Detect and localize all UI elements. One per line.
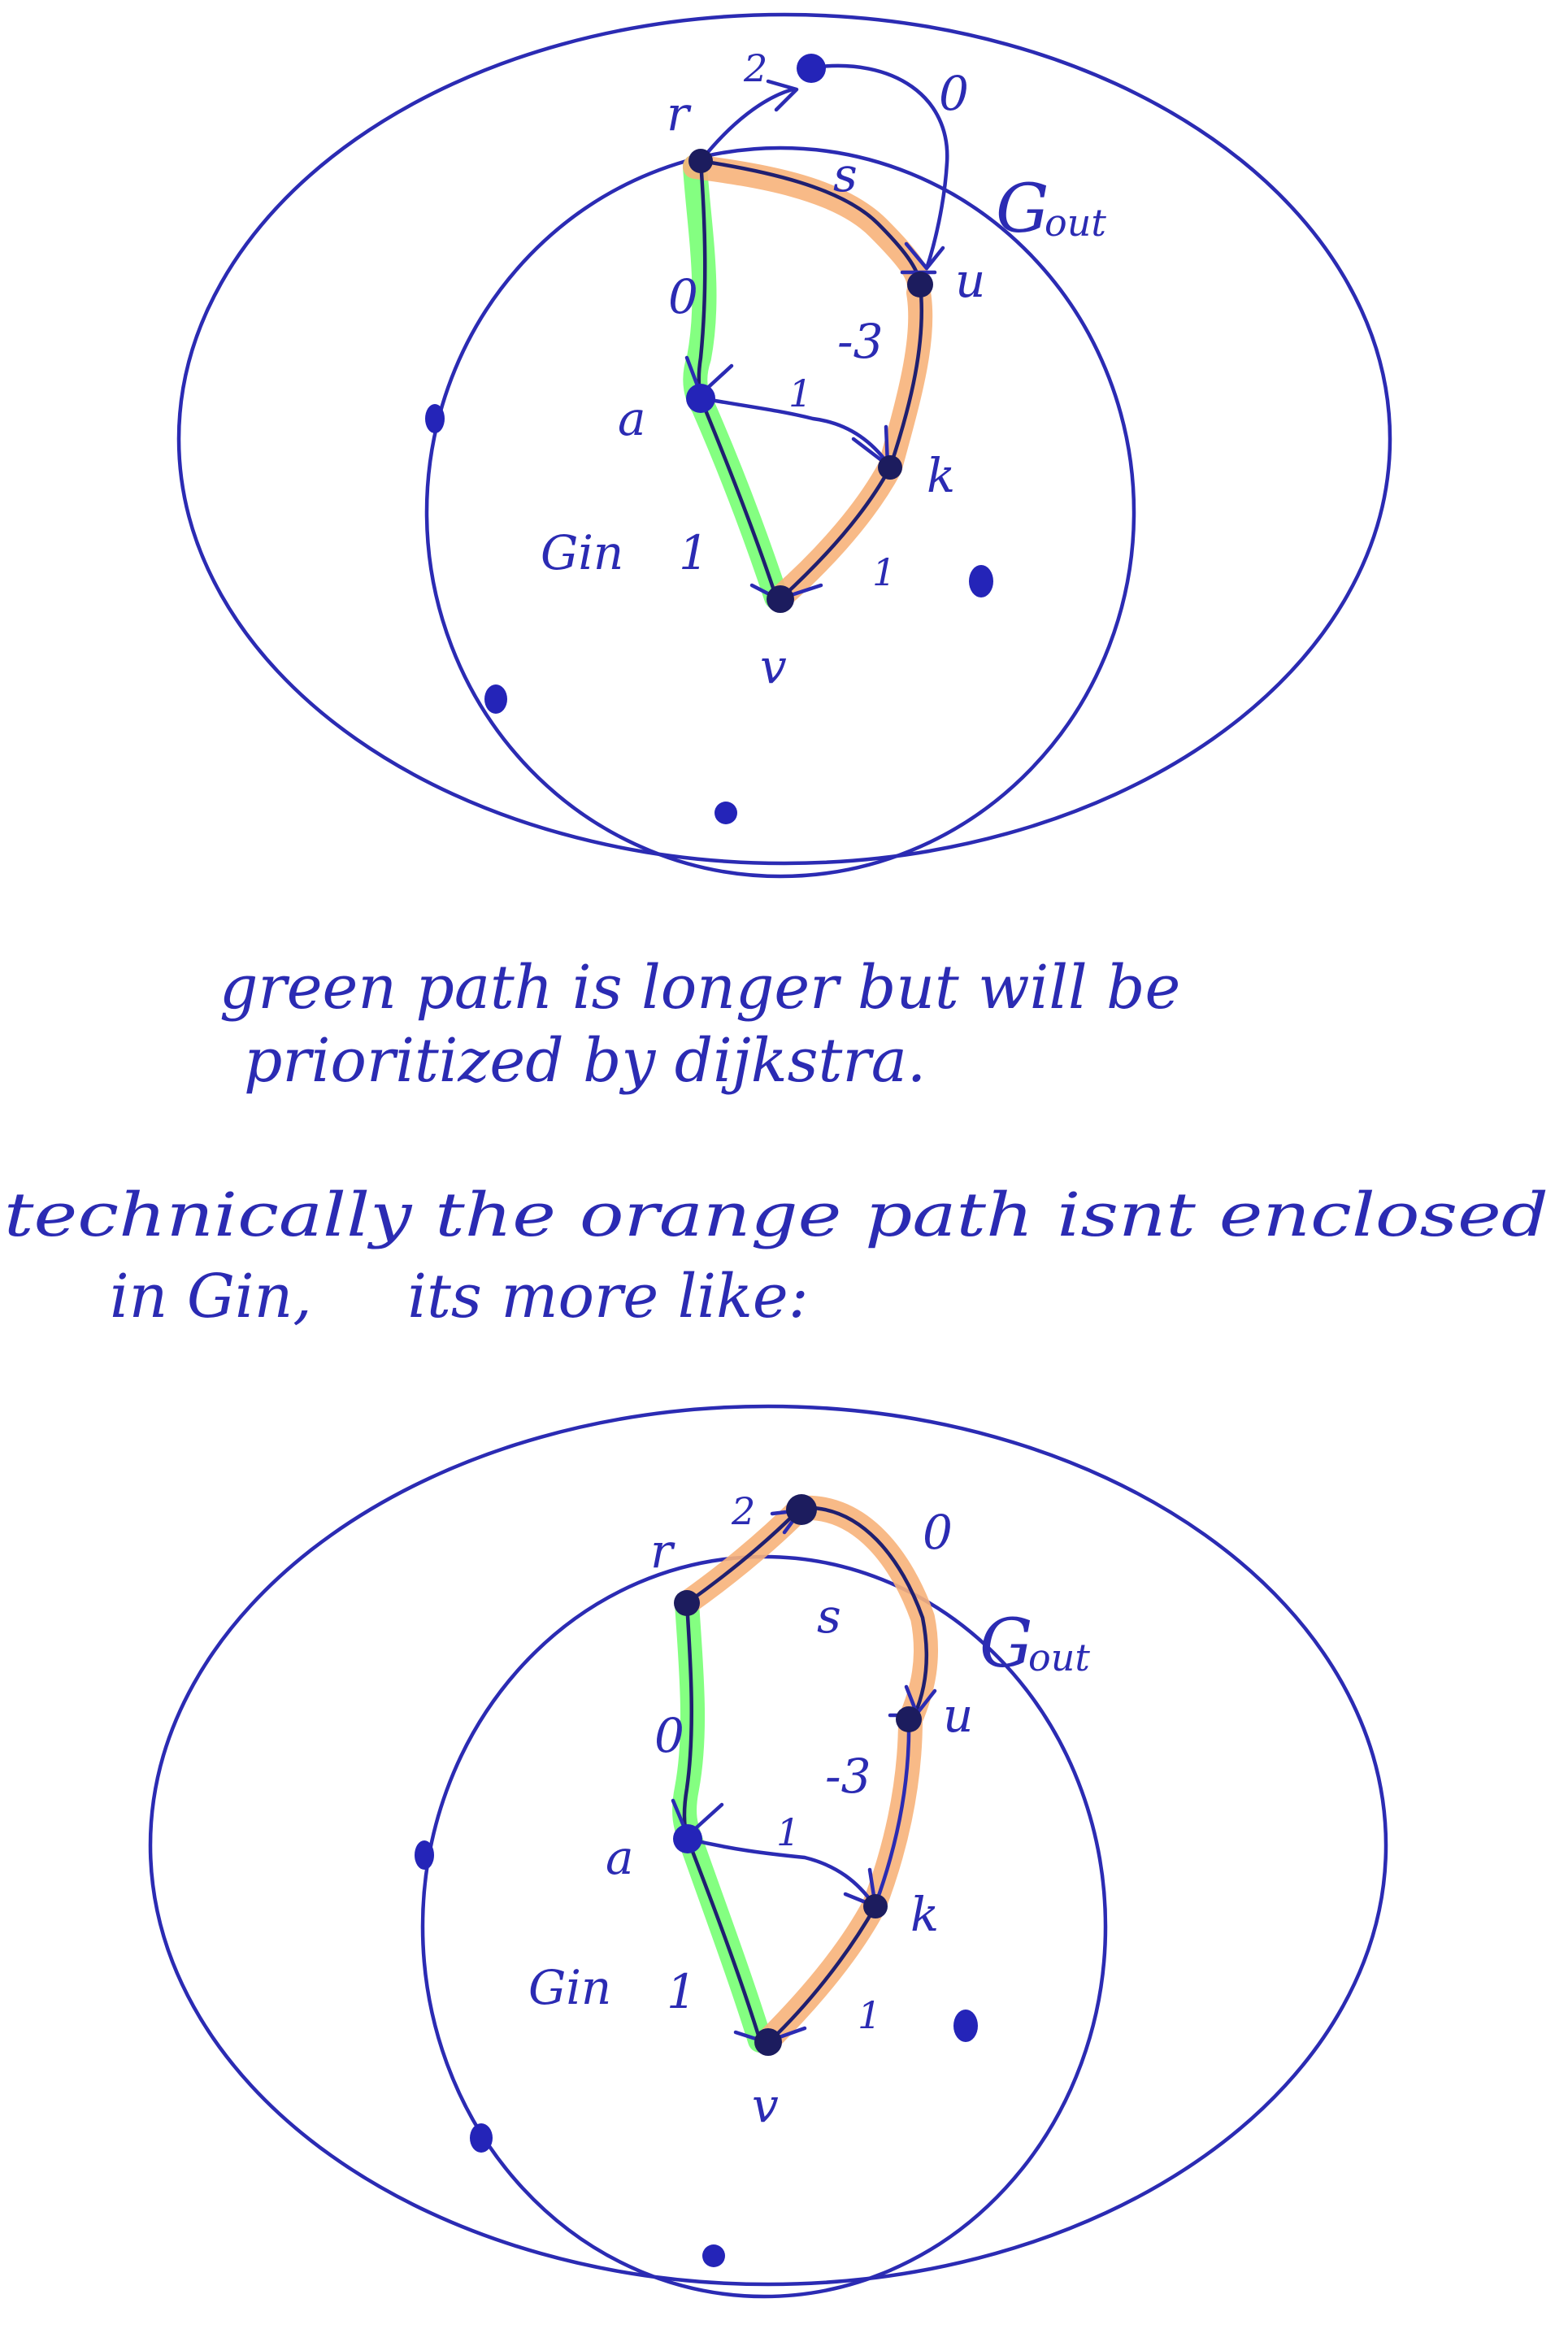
weight-u-to-k-2: -3: [825, 1749, 871, 1804]
label-gout: G: [996, 171, 1049, 248]
label-k-2: k: [910, 1887, 939, 1942]
node-u: [907, 272, 933, 298]
weight-r-to-a-2: 0: [654, 1708, 684, 1763]
label-v: v: [760, 639, 787, 694]
weight-k-to-v-2: 1: [858, 1993, 881, 2037]
handwritten-notes: green path is longer but will be priorit…: [4, 953, 1548, 1332]
edge-r-to-a-2: [682, 1601, 694, 1841]
weight-a-to-v: 1: [679, 525, 709, 580]
label-r: r: [667, 86, 692, 141]
edge-top-to-u-2: [798, 1506, 928, 1718]
node-u-2: [896, 1706, 922, 1732]
edge-a-to-v-2: [685, 1836, 762, 2043]
node-bottom: [715, 802, 737, 824]
note-line-1: green path is longer but will be: [219, 953, 1180, 1023]
node-lower-left: [484, 684, 507, 714]
edge-k-to-v: [780, 465, 893, 600]
weight-r-to-a: 0: [668, 269, 698, 324]
arrowhead-r-to-top: [766, 79, 799, 112]
label-s-2: s: [817, 1588, 841, 1644]
label-v-2: v: [752, 2078, 779, 2133]
label-r-2: r: [650, 1523, 675, 1579]
weight-r-to-top: 2: [743, 46, 767, 90]
note-line-2: prioritized by dijkstra.: [244, 1026, 926, 1096]
label-u-2: u: [943, 1688, 973, 1743]
node-a: [686, 384, 715, 413]
node-top-2: [786, 1494, 817, 1525]
diagram-1: r s u a k v 2 0 0 -3 1 1 1 Gin G out: [176, 12, 1392, 879]
diagram-2: r s u a k v 2 0 0 -3 1 1 1 Gin G out: [148, 1404, 1388, 2299]
weight-k-to-v: 1: [872, 550, 896, 594]
label-s: s: [833, 147, 858, 202]
node-v: [767, 585, 794, 613]
label-a-2: a: [606, 1830, 634, 1885]
edge-u-to-k: [888, 282, 923, 470]
note-line-3: technically the orange path isnt enclose…: [4, 1180, 1548, 1250]
node-a-2: [673, 1824, 702, 1853]
node-v-2: [754, 2028, 782, 2056]
node-r-2: [674, 1590, 700, 1616]
weight-r-to-top-2: 2: [731, 1489, 755, 1533]
node-k: [878, 455, 902, 480]
label-gout-sub: out: [1045, 201, 1106, 245]
edge-k-to-v-2: [768, 1904, 878, 2043]
edge-r-to-top: [698, 87, 795, 163]
weight-a-to-v-2: 1: [667, 1964, 697, 2019]
outer-region-gout-2: [148, 1404, 1388, 2287]
label-gin-2: Gin: [528, 1960, 611, 2015]
label-gin: Gin: [541, 525, 623, 580]
label-gout-2: G: [979, 1606, 1033, 1683]
weight-a-to-k: 1: [788, 372, 812, 415]
node-k-2: [863, 1894, 888, 1918]
edge-a-to-k-2: [685, 1836, 876, 1907]
label-k: k: [927, 448, 955, 503]
edge-r-to-u: [698, 159, 923, 287]
label-gout-sub-2: out: [1028, 1636, 1090, 1679]
node-r: [688, 149, 713, 173]
inner-region-gin: [424, 146, 1136, 879]
node-left: [425, 404, 445, 433]
edge-r-to-top-2: [684, 1508, 801, 1606]
node-right: [969, 565, 993, 597]
edge-u-to-k-2: [873, 1714, 911, 1907]
weight-top-to-u: 0: [939, 66, 969, 121]
node-left-2: [415, 1840, 434, 1870]
label-a: a: [618, 391, 646, 446]
weight-a-to-k-2: 1: [776, 1810, 800, 1854]
edge-top-to-u: [810, 63, 949, 271]
edge-a-to-v: [698, 396, 779, 600]
node-top: [797, 54, 826, 83]
label-u: u: [955, 253, 985, 308]
edge-a-to-k: [698, 396, 890, 466]
outer-region-gout: [176, 12, 1392, 866]
arrowhead-to-u: [904, 241, 945, 271]
node-right-2: [953, 2010, 978, 2042]
weight-top-to-u-2: 0: [923, 1505, 953, 1560]
node-lower-left-2: [470, 2123, 493, 2153]
weight-u-to-k: -3: [837, 314, 884, 369]
note-line-4: in Gin, its more like:: [110, 1262, 809, 1332]
node-bottom-2: [702, 2244, 725, 2267]
